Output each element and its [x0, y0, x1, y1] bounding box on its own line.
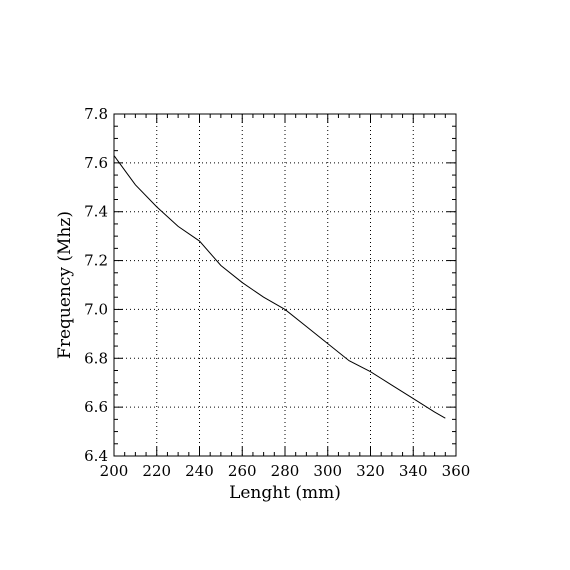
y-tick-label: 7.4 [84, 203, 108, 221]
x-tick-label: 280 [271, 462, 300, 480]
x-tick-label: 300 [313, 462, 342, 480]
x-tick-label: 240 [185, 462, 214, 480]
series-line [113, 155, 446, 419]
x-tick-label: 220 [142, 462, 171, 480]
y-tick-label: 6.8 [84, 349, 108, 367]
x-axis-title: Lenght (mm) [229, 483, 341, 503]
x-tick-labels: 200 220 240 260 280 300 320 340 360 [100, 462, 471, 480]
y-tick-label: 6.4 [84, 447, 108, 465]
plot-frame [113, 113, 457, 457]
y-tick-label: 7.6 [84, 154, 108, 172]
x-tick-label: 260 [228, 462, 257, 480]
x-tick-label: 340 [399, 462, 428, 480]
y-tick-labels: 6.4 6.6 6.8 7.0 7.2 7.4 7.6 7.8 [84, 105, 108, 465]
y-tick-label: 7.2 [84, 252, 108, 270]
y-axis-title: Frequency (Mhz) [55, 211, 75, 359]
x-tick-label: 200 [100, 462, 129, 480]
grid-lines [114, 114, 456, 456]
series-layer [113, 155, 446, 419]
y-tick-label: 6.6 [84, 398, 108, 416]
y-tick-label: 7.0 [84, 300, 108, 318]
x-tick-label: 320 [356, 462, 385, 480]
y-tick-label: 7.8 [84, 105, 108, 123]
tick-marks [113, 113, 457, 457]
x-tick-label: 360 [442, 462, 471, 480]
